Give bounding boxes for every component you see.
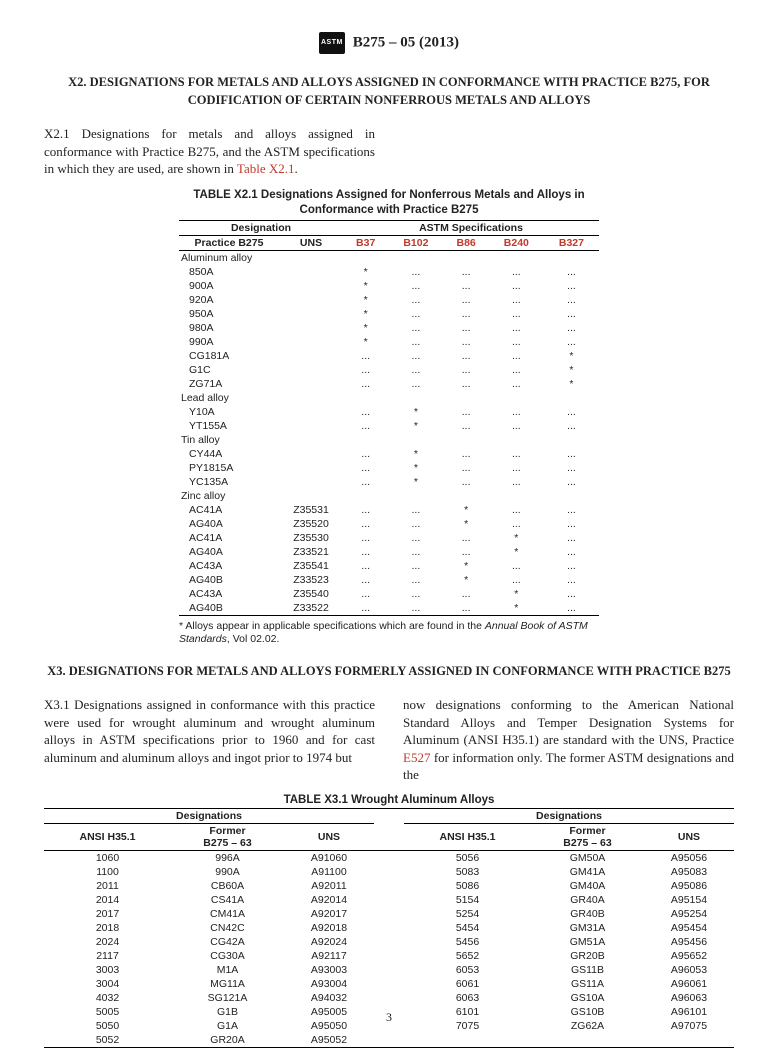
table-row: 850A*............ — [179, 265, 599, 279]
page-number: 3 — [0, 1010, 778, 1025]
table-row: 3004MG11AA930046061GS11AA96061 — [44, 977, 734, 991]
x21-h-designation: Designation — [179, 220, 343, 235]
table-row: AC41AZ35531......*...... — [179, 503, 599, 517]
page-header: B275 – 05 (2013) — [44, 32, 734, 54]
table-row: 1060996AA910605056GM50AA95056 — [44, 851, 734, 866]
section-x2-title: X2. DESIGNATIONS FOR METALS AND ALLOYS A… — [44, 74, 734, 109]
table-row: G1C............* — [179, 363, 599, 377]
x21-h-practice: Practice B275 — [179, 235, 279, 250]
x3-left: X3.1 Designations assigned in conformanc… — [44, 697, 375, 765]
x31-h-former-l: FormerB275 – 63 — [171, 824, 284, 851]
table-row: 2017CM41AA920175254GR40BA95254 — [44, 907, 734, 921]
table-row: YC135A...*......... — [179, 475, 599, 489]
table-row: 2011CB60AA920115086GM40AA95086 — [44, 879, 734, 893]
table-row: ZG71A............* — [179, 377, 599, 391]
table-row: AG40BZ33522.........*... — [179, 601, 599, 616]
table-row: Y10A...*......... — [179, 405, 599, 419]
table-row: 2024CG42AA920245456GM51AA95456 — [44, 935, 734, 949]
tablex31-title: TABLE X3.1 Wrought Aluminum Alloys — [44, 794, 734, 806]
x21-h-uns: UNS — [279, 235, 343, 250]
table-row: PY1815A...*......... — [179, 461, 599, 475]
x31-h-uns-l: UNS — [284, 824, 374, 851]
table-row: AG40BZ33523......*...... — [179, 573, 599, 587]
x31-h-uns-r: UNS — [644, 824, 734, 851]
table-row: 2018CN42CA920185454GM31AA95454 — [44, 921, 734, 935]
x3-right-b: for information only. The former ASTM de… — [403, 750, 734, 783]
table-row: CY44A...*......... — [179, 447, 599, 461]
x31-h1r: Designations — [404, 809, 734, 824]
x21-h-b240[interactable]: B240 — [489, 235, 544, 250]
section-x3-title: X3. DESIGNATIONS FOR METALS AND ALLOYS F… — [44, 663, 734, 681]
x31-h1l: Designations — [44, 809, 374, 824]
table-x21: Designation ASTM Specifications Practice… — [179, 220, 599, 616]
table-row: 5052GR20AA95052 — [44, 1033, 734, 1048]
e527-link[interactable]: E527 — [403, 750, 430, 765]
x21-group: Aluminum alloy — [179, 250, 599, 265]
x21-h-b327[interactable]: B327 — [544, 235, 599, 250]
table-row: YT155A...*......... — [179, 419, 599, 433]
table-row: AC41AZ35530.........*... — [179, 531, 599, 545]
tablex21-title: TABLE X2.1 Designations Assigned for Non… — [179, 188, 599, 218]
table-row: 2117CG30AA921175652GR20BA95652 — [44, 949, 734, 963]
table-row: 920A*............ — [179, 293, 599, 307]
x2-para: X2.1 Designations for metals and alloys … — [44, 126, 375, 176]
x21-h-spec: ASTM Specifications — [343, 220, 599, 235]
table-row: 950A*............ — [179, 307, 599, 321]
x31-h-ansi-r: ANSI H35.1 — [404, 824, 531, 851]
x21-h-b102[interactable]: B102 — [388, 235, 443, 250]
tablex21-link[interactable]: Table X2.1 — [237, 161, 295, 176]
astm-logo — [319, 32, 345, 54]
x21-group: Lead alloy — [179, 391, 599, 405]
table-row: CG181A............* — [179, 349, 599, 363]
x3-text: X3.1 Designations assigned in conformanc… — [44, 696, 734, 784]
x31-h-ansi-l: ANSI H35.1 — [44, 824, 171, 851]
table-row: AC43AZ35540.........*... — [179, 587, 599, 601]
table-row: 2014CS41AA920145154GR40AA95154 — [44, 893, 734, 907]
table-row: 4032SG121AA940326063GS10AA96063 — [44, 991, 734, 1005]
table-row: AG40AZ33521.........*... — [179, 545, 599, 559]
x3-right-a: now designations conforming to the Ameri… — [403, 697, 734, 747]
table-row: 1100990AA911005083GM41AA95083 — [44, 865, 734, 879]
x2-text: X2.1 Designations for metals and alloys … — [44, 125, 734, 178]
x21-h-b86[interactable]: B86 — [443, 235, 488, 250]
table-row: 3003M1AA930036053GS11BA96053 — [44, 963, 734, 977]
table-row: 900A*............ — [179, 279, 599, 293]
x21-h-b37[interactable]: B37 — [343, 235, 388, 250]
table-row: AG40AZ35520......*...... — [179, 517, 599, 531]
table-row: 980A*............ — [179, 321, 599, 335]
x21-footnote: * Alloys appear in applicable specificat… — [179, 620, 599, 647]
standard-id: B275 – 05 (2013) — [353, 35, 459, 51]
table-row: AC43AZ35541......*...... — [179, 559, 599, 573]
x31-h-former-r: FormerB275 – 63 — [531, 824, 644, 851]
x21-group: Zinc alloy — [179, 489, 599, 503]
table-row: 990A*............ — [179, 335, 599, 349]
x21-group: Tin alloy — [179, 433, 599, 447]
